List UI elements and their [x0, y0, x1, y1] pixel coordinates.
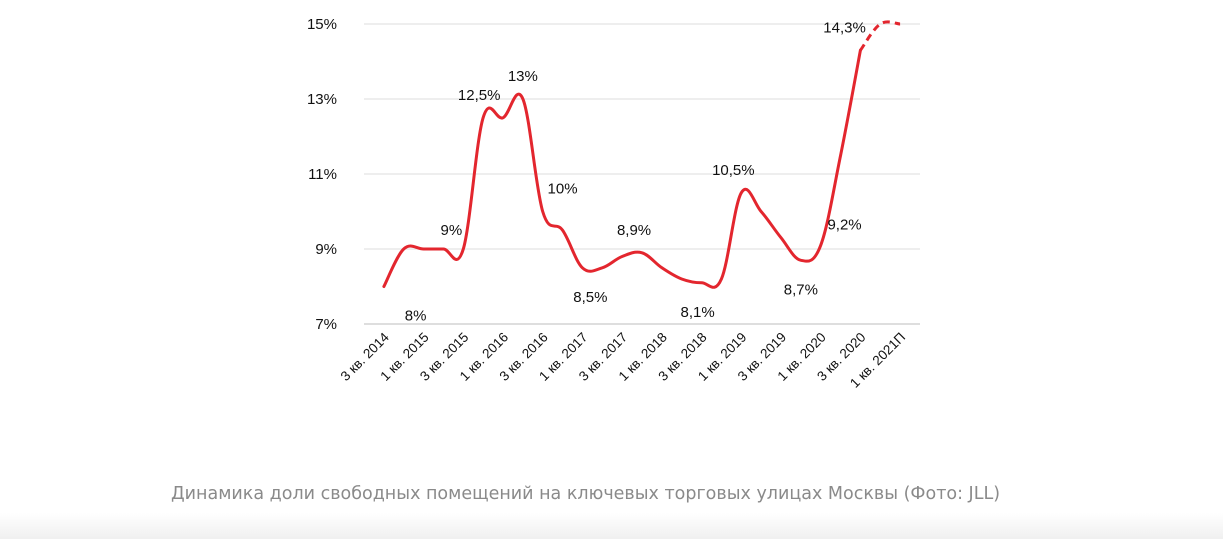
data-label: 13%: [508, 68, 538, 85]
data-label: 9,2%: [827, 217, 861, 234]
data-label: 8,5%: [573, 289, 607, 306]
y-tick-label: 15%: [307, 16, 337, 33]
data-label: 10%: [548, 181, 578, 198]
image-caption: Динамика доли свободных помещений на клю…: [171, 484, 1001, 504]
data-label: 9%: [441, 222, 463, 239]
data-label: 12,5%: [458, 87, 501, 104]
data-label: 8,1%: [680, 304, 714, 321]
data-label: 8,7%: [784, 281, 818, 298]
y-tick-label: 7%: [315, 316, 337, 333]
data-label: 14,3%: [823, 19, 866, 36]
y-tick-label: 13%: [307, 91, 337, 108]
bottom-fade: [0, 513, 1223, 539]
data-label: 8%: [405, 308, 427, 325]
data-label: 10,5%: [712, 162, 755, 179]
series-line-forecast: [859, 20, 901, 52]
data-label: 8,9%: [617, 222, 651, 239]
y-tick-label: 11%: [308, 166, 337, 183]
series-line-actual: [382, 48, 862, 289]
y-tick-label: 9%: [315, 241, 337, 258]
